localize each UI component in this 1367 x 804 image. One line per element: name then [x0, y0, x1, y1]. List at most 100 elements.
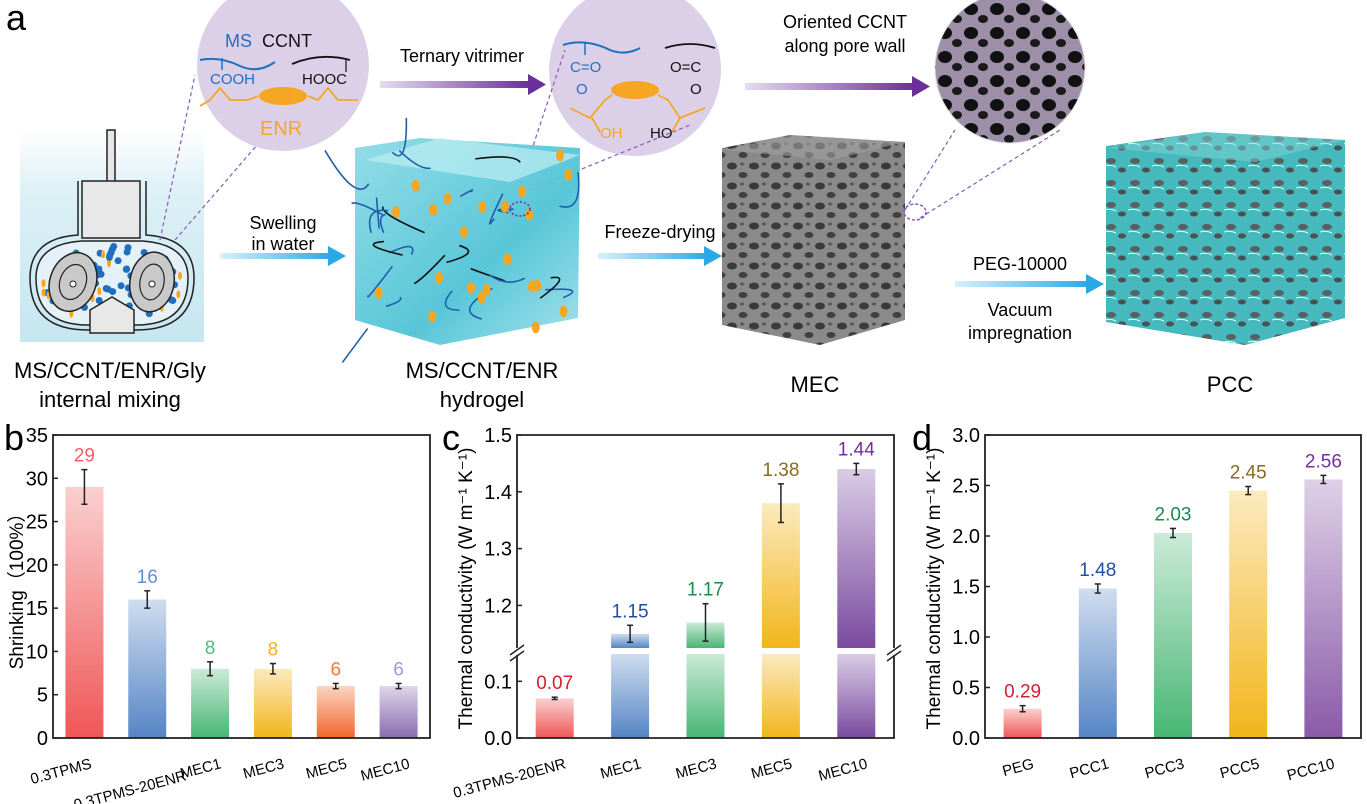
bar-lower-MEC10	[837, 654, 876, 738]
x-tick-label-MEC3: MEC3	[241, 755, 286, 782]
y-tick-label: 2.0	[952, 526, 980, 548]
svg-text:HOOC: HOOC	[302, 71, 347, 88]
x-tick-label-PCC5: PCC5	[1218, 755, 1261, 782]
x-tick-label-MEC5: MEC5	[749, 755, 794, 782]
y-tick-label: 5	[37, 685, 48, 707]
error-bar-MEC3	[702, 602, 709, 642]
hydrogel-composition-label: MS/CCNT/ENR	[406, 358, 559, 383]
axis-break-mark	[886, 644, 902, 656]
x-tick-label-PCC10: PCC10	[1285, 755, 1336, 784]
panel-letter-c: c	[442, 417, 460, 458]
y-tick-label: 15	[26, 598, 48, 620]
data-label-MEC10: 6	[393, 659, 404, 680]
svg-text:O: O	[576, 81, 588, 98]
x-tick-label-PEG: PEG	[1001, 755, 1036, 780]
swelling-label: Swelling	[249, 213, 316, 233]
data-label-0.3TPMS-20ENR: 16	[137, 567, 158, 588]
bar-lower-MEC3	[686, 654, 725, 738]
axis-break-mark	[509, 644, 525, 656]
internal-mixer-illustration	[20, 129, 204, 342]
y-tick-label: 1.3	[484, 539, 512, 561]
oriented-ccnt-label: Oriented CCNT	[783, 12, 907, 32]
data-label-MEC10: 1.44	[838, 439, 875, 460]
y-tick-label: 1.2	[484, 595, 512, 617]
vacuum-impregnation-arrow	[955, 274, 1104, 294]
bar-MEC1	[191, 668, 230, 738]
bar-0.3TPMS-20ENR	[535, 698, 574, 738]
error-bar-PCC10	[1320, 474, 1327, 485]
data-label-MEC1: 8	[205, 638, 216, 659]
error-bar-PEG	[1019, 704, 1026, 713]
error-bar-MEC10	[853, 462, 860, 476]
svg-text:OH: OH	[600, 125, 623, 142]
bar-lower-MEC5	[761, 654, 800, 738]
data-label-PCC3: 2.03	[1155, 504, 1192, 525]
bar-0.3TPMS	[65, 486, 104, 738]
axis-break-mark	[886, 650, 902, 662]
bar-MEC5	[316, 686, 355, 738]
vacuum-label: Vacuum	[988, 300, 1053, 320]
mixing-label: MS/CCNT/ENR/Gly	[14, 358, 206, 383]
bar-lower-MEC1	[611, 654, 650, 738]
data-label-MEC3: 1.17	[687, 580, 724, 601]
x-tick-label-0.3TPMS-20ENR: 0.3TPMS-20ENR	[451, 755, 567, 801]
svg-text:HO: HO	[650, 125, 673, 142]
error-bar-0.3TPMS-20ENR	[144, 590, 151, 609]
error-bar-MEC5	[777, 483, 784, 524]
x-tick-label-MEC1: MEC1	[178, 755, 223, 782]
bar-MEC10	[379, 686, 418, 738]
sem-pore-image	[934, 0, 1086, 144]
freeze-drying-arrow	[598, 246, 722, 266]
swelling-arrow	[220, 246, 346, 266]
axes-frame	[516, 434, 895, 739]
svg-text:MS: MS	[225, 31, 252, 51]
y-tick-label: 1.5	[952, 577, 980, 599]
chart-b: 290.3TPMS160.3TPMS-20ENR8MEC18MEC36MEC56…	[6, 425, 431, 804]
y-tick-label: 0.1	[484, 671, 512, 693]
hydrogel-label: hydrogel	[440, 387, 524, 412]
data-label-MEC5: 1.38	[762, 460, 799, 481]
y-tick-label: 0.5	[952, 678, 980, 700]
data-label-PCC1: 1.48	[1079, 560, 1116, 581]
data-label-0.3TPMS-20ENR: 0.07	[536, 673, 573, 694]
internal-mixing-label: internal mixing	[39, 387, 181, 412]
data-label-0.3TPMS: 29	[74, 446, 95, 467]
y-tick-label: 10	[26, 641, 48, 663]
axes-frame	[52, 434, 431, 739]
error-bar-PCC1	[1094, 583, 1101, 594]
y-tick-label: 3.0	[952, 425, 980, 447]
error-bar-MEC1	[207, 661, 214, 677]
axis-break-mark	[509, 650, 525, 662]
x-tick-label-MEC1: MEC1	[598, 755, 643, 782]
x-tick-label-PCC1: PCC1	[1068, 755, 1111, 782]
y-tick-label: 25	[26, 512, 48, 534]
error-bar-PCC5	[1245, 485, 1252, 496]
x-tick-label-MEC3: MEC3	[674, 755, 719, 782]
zoom-guide-lines-3	[904, 129, 1061, 219]
svg-text:ENR: ENR	[260, 118, 302, 140]
y-tick-label: 1.5	[484, 425, 512, 447]
bar-upper-MEC5	[761, 503, 800, 648]
bar-PCC10	[1304, 479, 1343, 738]
vitrimer-zoom-circle: C=O O O=C O OH HO	[549, 0, 721, 156]
pcc-composite-cube	[1106, 132, 1345, 345]
data-label-MEC3: 8	[268, 640, 279, 661]
svg-text:O: O	[690, 81, 702, 98]
y-tick-label: 1.4	[484, 482, 512, 504]
error-bar-0.3TPMS-20ENR	[551, 696, 558, 701]
data-label-PCC5: 2.45	[1230, 463, 1267, 484]
y-axis-label: Thermal conductivity (W m⁻¹ K⁻¹)	[456, 448, 477, 730]
data-label-PEG: 0.29	[1004, 682, 1041, 703]
bar-upper-MEC10	[837, 469, 876, 648]
data-label-MEC1: 1.15	[612, 601, 649, 622]
y-tick-label: 0	[37, 728, 48, 750]
y-tick-label: 30	[26, 468, 48, 490]
chart-d: 0.29 PEG 1.48 PCC1 2.03 PCC3 2.45 PCC5 2.56 PCC10…	[924, 425, 1362, 784]
error-bar-MEC3	[269, 662, 276, 675]
y-tick-label: 20	[26, 555, 48, 577]
error-bar-MEC5	[332, 682, 339, 690]
svg-text:C=O: C=O	[570, 59, 601, 76]
oriented-ccnt-arrow	[745, 76, 930, 97]
hydrogel-cube-illustration	[324, 117, 580, 363]
